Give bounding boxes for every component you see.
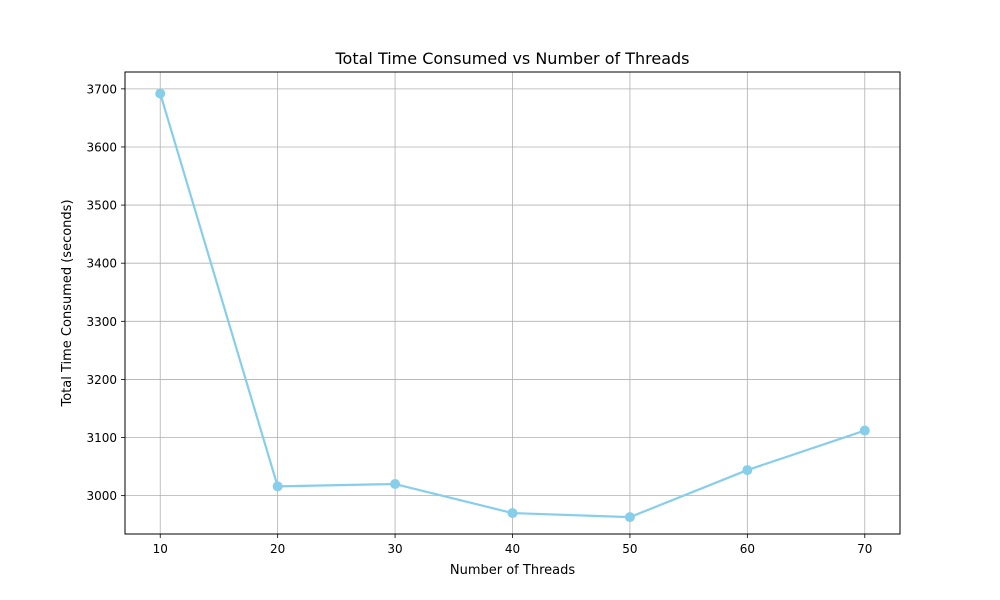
data-point — [742, 465, 753, 476]
grid — [125, 72, 900, 534]
y-axis-label: Total Time Consumed (seconds) — [60, 199, 75, 407]
y-tick-label: 3200 — [86, 373, 117, 387]
x-tick-label: 10 — [153, 542, 168, 556]
data-point — [507, 508, 518, 519]
y-tick-label: 3500 — [86, 199, 117, 213]
x-tick-label: 30 — [387, 542, 402, 556]
data-point — [390, 479, 401, 490]
data-point — [859, 425, 870, 436]
x-tick-label: 40 — [505, 542, 520, 556]
y-axis: 3000 3100 3200 3300 3400 3500 3600 3700 — [86, 82, 125, 503]
x-tick-label: 50 — [622, 542, 637, 556]
series-line — [155, 88, 870, 523]
x-tick-label: 70 — [857, 542, 872, 556]
y-tick-label: 3700 — [86, 82, 117, 96]
y-tick-label: 3100 — [86, 431, 117, 445]
x-axis-label: Number of Threads — [450, 563, 575, 578]
y-tick-label: 3600 — [86, 140, 117, 154]
x-tick-label: 60 — [740, 542, 755, 556]
chart-title: Total Time Consumed vs Number of Threads — [335, 49, 690, 68]
data-point — [624, 512, 635, 523]
y-tick-label: 3300 — [86, 315, 117, 329]
y-tick-label: 3000 — [86, 489, 117, 503]
data-point — [272, 481, 283, 492]
x-tick-label: 20 — [270, 542, 285, 556]
x-axis: 10 20 30 40 50 60 70 — [153, 534, 872, 556]
data-point — [155, 88, 166, 99]
y-tick-label: 3400 — [86, 257, 117, 271]
